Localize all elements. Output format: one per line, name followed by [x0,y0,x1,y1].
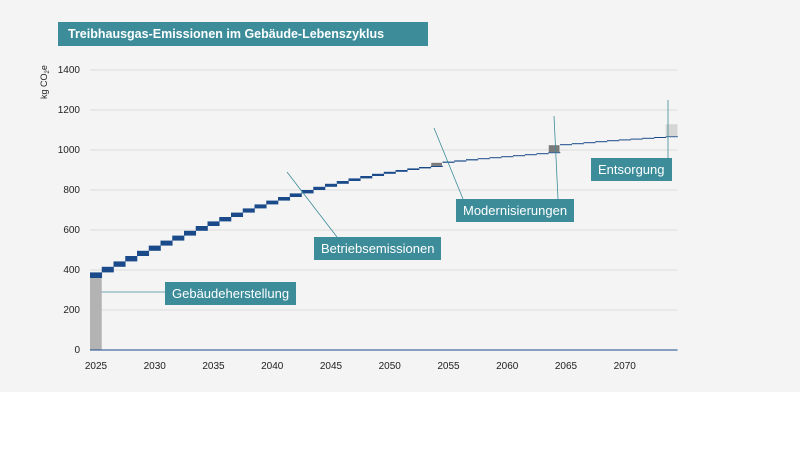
operational-bar [571,143,584,145]
operational-bar [242,208,255,213]
modernization-bar [548,145,560,153]
operational-bar [278,197,291,201]
operational-bar [524,154,537,156]
x-tick-label: 2035 [202,361,225,372]
operational-bar [289,193,302,197]
operational-bar [595,141,608,143]
y-axis-label: kg CO2e [39,65,51,99]
operational-bar [254,204,267,209]
operational-bar [301,190,314,194]
operational-bar [630,138,643,140]
operational-bar [442,161,455,163]
operational-bar [195,226,208,231]
callout-disposal: Entsorgung [591,158,672,181]
x-tick-label: 2060 [496,361,519,372]
operational-bar [125,256,138,262]
operational-bar [160,240,173,246]
y-tick-label: 1400 [58,65,81,76]
operational-bar [395,170,408,172]
disposal-bar [665,124,678,137]
operational-bar [536,153,549,155]
operational-bar [348,178,361,181]
y-tick-label: 200 [63,305,80,316]
operational-bar [560,144,573,146]
x-tick-label: 2040 [261,361,284,372]
chart-panel [0,0,800,392]
operational-bar [583,142,596,144]
operational-bar [360,176,373,179]
x-tick-label: 2065 [555,361,578,372]
y-tick-label: 1200 [58,105,81,116]
operational-bar [383,171,396,174]
operational-bar [513,155,526,157]
leader-operational [286,171,338,238]
x-tick-label: 2030 [144,361,167,372]
operational-bar [172,235,185,241]
operational-bar [548,152,561,154]
operational-bar [207,221,220,226]
y-tick-label: 400 [63,265,80,276]
operational-bar [407,168,420,170]
callout-modernization: Modernisierungen [456,199,575,222]
operational-bar [90,272,103,278]
operational-bar [607,140,620,142]
operational-bar [113,261,126,267]
operational-bar [137,250,150,256]
y-tick-label: 0 [74,345,80,356]
operational-bar [219,217,232,222]
operational-bar [325,183,338,187]
operational-bar [184,230,197,236]
x-tick-label: 2055 [437,361,460,372]
leader-modernization-2 [553,115,559,200]
modernization-bar [431,162,442,166]
operational-bar [665,136,678,138]
leader-modernization-1 [433,127,464,200]
operational-bar [313,186,326,190]
x-tick-label: 2045 [320,361,343,372]
operational-bar [618,139,631,141]
operational-bar [466,159,479,161]
operational-bar [336,181,349,184]
chart-title: Treibhausgas-Emissionen im Gebäude-Leben… [58,22,428,46]
callout-construction: Gebäudeherstellung [165,282,297,305]
x-tick-label: 2050 [379,361,402,372]
operational-bar [266,200,279,205]
x-tick-label: 2025 [85,361,108,372]
operational-bar [454,160,467,162]
operational-bar [419,167,432,169]
operational-bar [642,137,655,139]
operational-bar [654,137,667,138]
y-tick-label: 600 [63,225,80,236]
operational-bar [477,158,490,160]
operational-bar [489,157,502,159]
y-tick-label: 800 [63,185,80,196]
operational-bar [148,245,161,251]
callout-operational: Betriebsemissionen [314,237,442,260]
operational-bar [231,212,244,217]
operational-bar [372,173,385,176]
chart-svg: 0 200 400 600 800 1000 1200 1400 2025 2030 2035 204… [39,65,678,372]
operational-bar [501,156,514,158]
y-tick-label: 1000 [58,145,81,156]
operational-bar [101,266,114,273]
operational-bar [430,165,443,167]
x-tick-label: 2070 [614,361,637,372]
construction-bar [90,278,102,350]
